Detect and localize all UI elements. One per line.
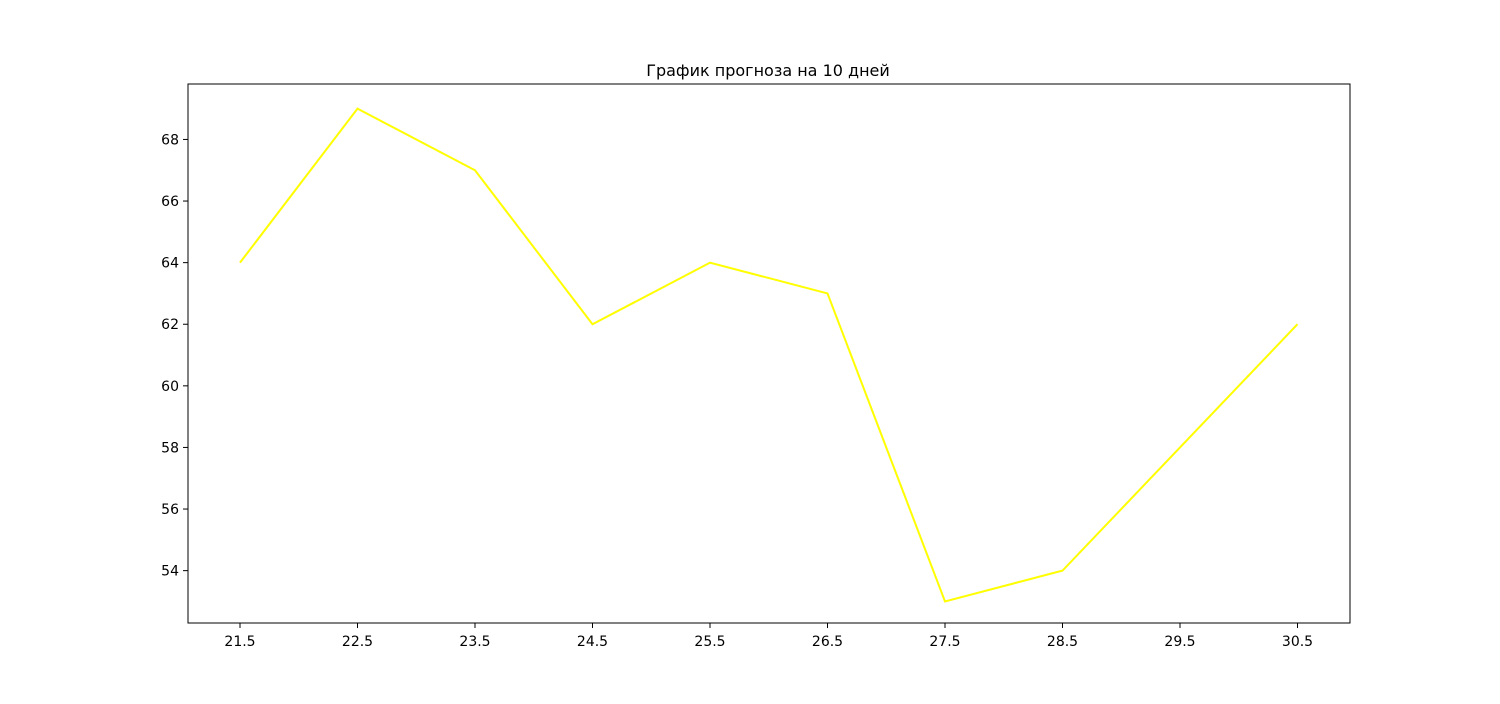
x-tick-label: 27.5 — [929, 634, 960, 650]
y-tick-label: 58 — [161, 440, 179, 456]
x-tick-label: 28.5 — [1047, 634, 1078, 650]
x-tick-label: 21.5 — [224, 634, 255, 650]
y-tick-label: 64 — [161, 256, 179, 272]
series-line-0 — [239, 107, 1299, 603]
x-tick-label: 25.5 — [694, 634, 725, 650]
y-tick-label: 56 — [161, 502, 179, 518]
y-tick-label: 62 — [161, 317, 179, 333]
y-tick-label: 60 — [161, 379, 179, 395]
plot-area: 21.5 22.5 23.5 24.5 25.5 26.5 27.5 28.5 29.5 30.5… — [161, 83, 1351, 650]
x-tick-label: 30.5 — [1282, 634, 1313, 650]
x-tick-label: 23.5 — [459, 634, 490, 650]
y-tick-label: 66 — [161, 194, 179, 210]
x-tick-label: 22.5 — [342, 634, 373, 650]
x-tick-label: 29.5 — [1164, 634, 1195, 650]
x-tick-label: 24.5 — [577, 634, 608, 650]
axes-frame — [187, 83, 1351, 624]
y-tick-label: 68 — [161, 132, 179, 148]
chart-title: График прогноза на 10 дней — [646, 61, 890, 80]
x-tick-label: 26.5 — [812, 634, 843, 650]
y-tick-label: 54 — [161, 564, 179, 580]
